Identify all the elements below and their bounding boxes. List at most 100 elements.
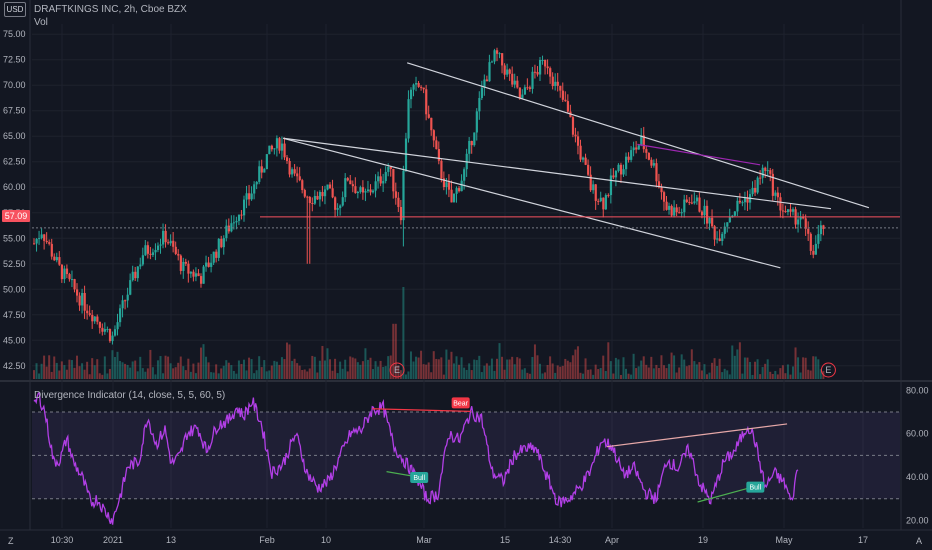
candle-body[interactable] (430, 117, 433, 131)
candle-body[interactable] (822, 225, 825, 230)
candle-body[interactable] (516, 80, 519, 88)
candle-body[interactable] (141, 255, 144, 265)
candle-body[interactable] (584, 157, 587, 165)
candle-body[interactable] (351, 184, 354, 187)
candle-body[interactable] (179, 255, 182, 271)
candle-body[interactable] (703, 205, 706, 216)
candle-body[interactable] (802, 216, 805, 219)
candle-body[interactable] (407, 99, 410, 139)
candle-body[interactable] (690, 202, 693, 204)
candle-body[interactable] (721, 233, 724, 242)
candle-body[interactable] (336, 208, 339, 210)
candle-body[interactable] (711, 217, 714, 227)
candle-body[interactable] (334, 197, 337, 210)
candle-body[interactable] (678, 212, 681, 214)
candle-body[interactable] (162, 230, 165, 245)
candle-body[interactable] (625, 156, 628, 170)
candle-body[interactable] (746, 197, 749, 203)
candle-body[interactable] (308, 196, 311, 203)
candle-body[interactable] (792, 209, 795, 212)
candle-body[interactable] (313, 195, 317, 204)
candle-body[interactable] (554, 81, 557, 87)
candle-body[interactable] (442, 178, 446, 188)
candle-body[interactable] (604, 195, 607, 210)
time-axis[interactable]: 10:30 2021 13 Feb 10 Mar 15 14:30 Apr 19 May 17 (51, 535, 868, 545)
candle-body[interactable] (392, 168, 395, 192)
candle-body[interactable] (268, 145, 271, 155)
candle-body[interactable] (541, 59, 544, 61)
candle-body[interactable] (635, 147, 638, 150)
candle-body[interactable] (366, 189, 370, 192)
candle-body[interactable] (526, 87, 529, 89)
candle-body[interactable] (245, 193, 248, 200)
candle-body[interactable] (718, 238, 721, 242)
candle-body[interactable] (372, 190, 375, 193)
candle-body[interactable] (619, 164, 623, 175)
candle-body[interactable] (435, 140, 438, 149)
hidden-divergence-line[interactable] (606, 423, 788, 448)
candle-body[interactable] (382, 181, 385, 184)
candle-body[interactable] (81, 293, 84, 306)
candle-body[interactable] (576, 136, 580, 146)
bear-label-badge[interactable] (451, 397, 470, 409)
candle-body[interactable] (609, 175, 613, 196)
candle-body[interactable] (156, 245, 160, 251)
candle-body[interactable] (298, 176, 301, 181)
candle-body[interactable] (713, 226, 716, 240)
candle-body[interactable] (503, 65, 506, 75)
candle-body[interactable] (437, 148, 440, 161)
earnings-marker[interactable] (389, 362, 405, 378)
candle-body[interactable] (495, 50, 499, 54)
candle-body[interactable] (146, 245, 150, 254)
candle-body[interactable] (91, 314, 94, 322)
candle-body[interactable] (154, 250, 157, 253)
candle-body[interactable] (728, 217, 731, 223)
candle-body[interactable] (194, 273, 198, 277)
candle-body[interactable] (665, 201, 668, 210)
candle-body[interactable] (306, 196, 309, 198)
candle-body[interactable] (202, 266, 205, 284)
candle-body[interactable] (389, 167, 392, 169)
candle-body[interactable] (483, 79, 486, 88)
candle-body[interactable] (698, 197, 701, 212)
candle-body[interactable] (723, 226, 726, 234)
candle-body[interactable] (356, 191, 360, 194)
candle-body[interactable] (422, 87, 425, 90)
candle-body[interactable] (184, 261, 187, 264)
candle-body[interactable] (242, 199, 246, 216)
candle-body[interactable] (432, 130, 435, 141)
candle-body[interactable] (207, 262, 210, 267)
candle-body[interactable] (776, 192, 780, 198)
candle-body[interactable] (273, 148, 276, 150)
candle-body[interactable] (662, 192, 666, 202)
divergence-segment[interactable] (637, 143, 761, 166)
candle-body[interactable] (136, 266, 139, 279)
candle-body[interactable] (675, 207, 678, 213)
candle-body[interactable] (597, 200, 600, 202)
candle-body[interactable] (660, 187, 663, 193)
candle-body[interactable] (602, 197, 605, 210)
candle-body[interactable] (637, 145, 640, 150)
candle-body[interactable] (478, 98, 481, 112)
candle-body[interactable] (736, 200, 739, 212)
upper-trendline[interactable] (283, 137, 832, 210)
candle-body[interactable] (523, 87, 527, 95)
candle-body[interactable] (255, 181, 258, 185)
candle-body[interactable] (65, 268, 69, 275)
candle-body[interactable] (799, 216, 802, 220)
candle-body[interactable] (38, 238, 41, 240)
candle-body[interactable] (344, 178, 347, 198)
candle-body[interactable] (126, 294, 129, 301)
candle-body[interactable] (536, 72, 539, 75)
candle-body[interactable] (275, 138, 279, 149)
candle-body[interactable] (323, 189, 327, 197)
candle-body[interactable] (237, 214, 241, 221)
candle-body[interactable] (369, 189, 372, 193)
candle-body[interactable] (169, 240, 172, 244)
candle-body[interactable] (521, 94, 524, 99)
candle-body[interactable] (296, 173, 299, 177)
candle-body[interactable] (35, 238, 38, 244)
candle-body[interactable] (53, 256, 56, 261)
candle-body[interactable] (199, 276, 203, 284)
candle-body[interactable] (83, 293, 86, 311)
